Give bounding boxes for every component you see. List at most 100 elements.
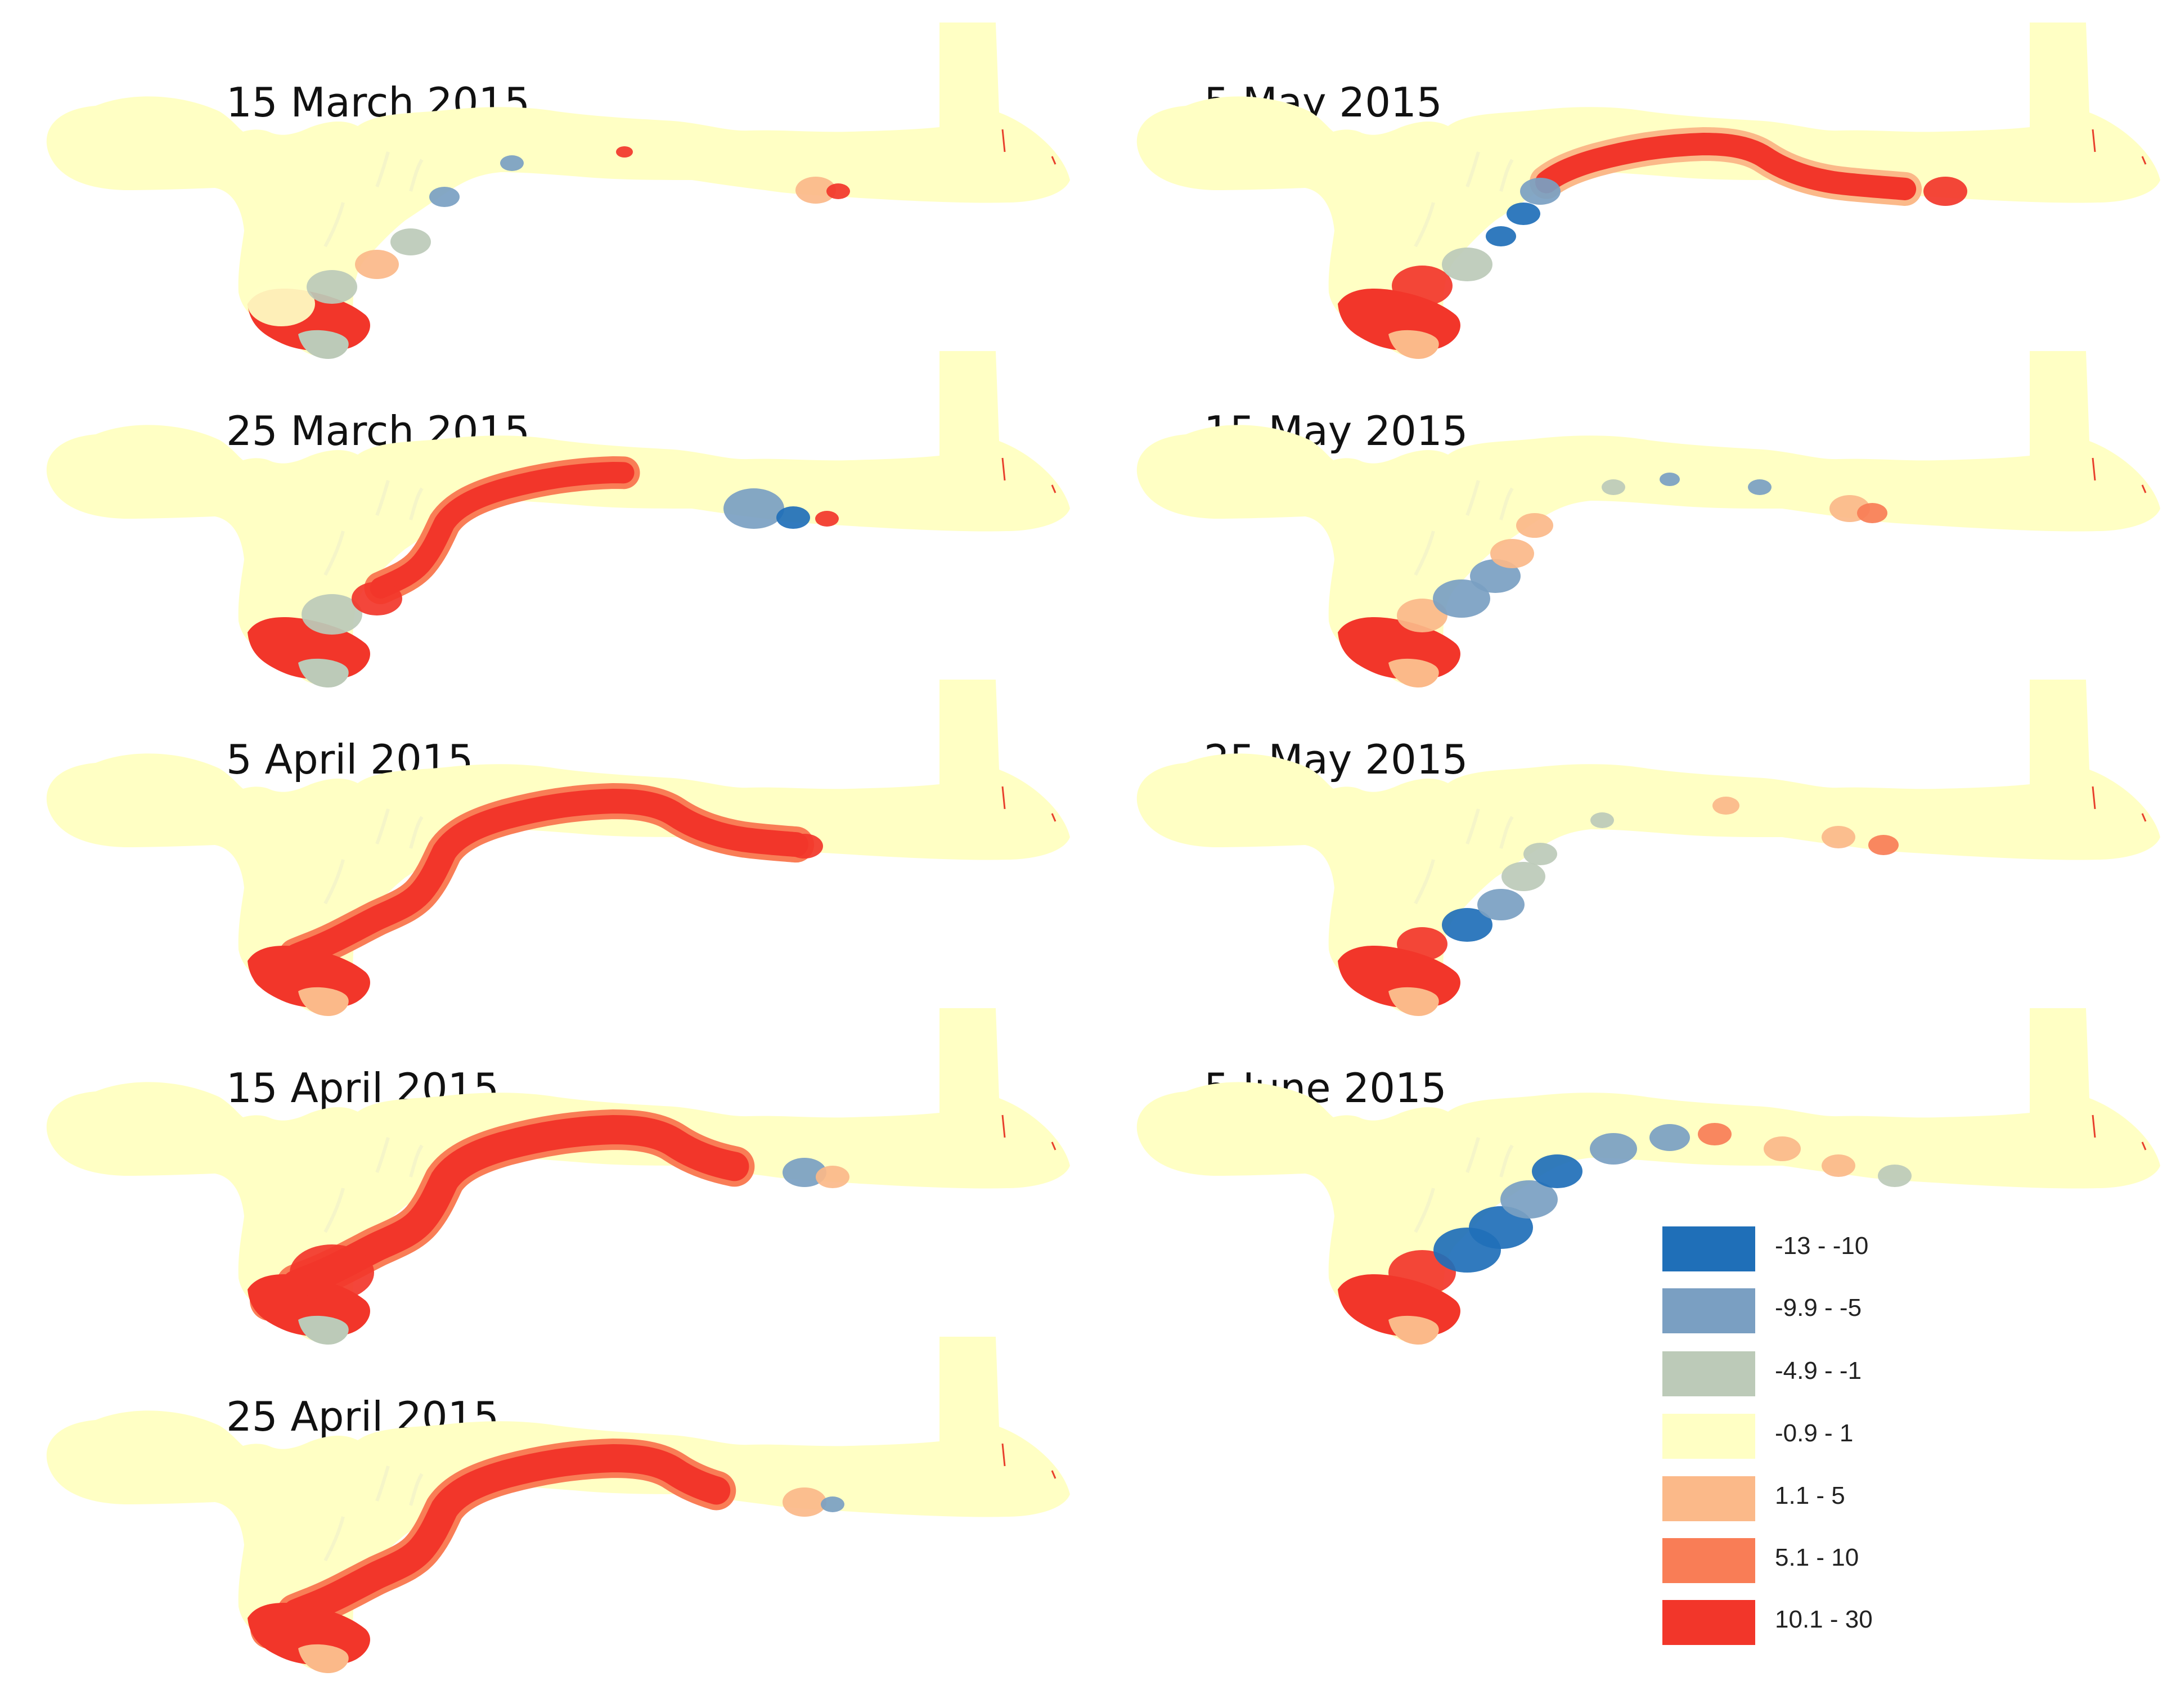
estuary-map <box>46 1337 1071 1673</box>
anomaly-patch <box>1486 226 1516 246</box>
river-branch <box>1414 480 1514 576</box>
anomaly-patch <box>1590 1133 1637 1165</box>
anomaly-patch <box>1469 1206 1533 1249</box>
anomaly-patch <box>1923 177 1967 206</box>
south-lobe-anomaly <box>298 658 349 687</box>
legend-label: -13 - -10 <box>1775 1232 1869 1260</box>
map-panel-5: 25 April 2015 <box>17 1325 1086 1673</box>
anomaly-patch <box>815 511 839 527</box>
coast-marker <box>2092 129 2147 165</box>
channel-anomaly-core <box>256 1444 841 1643</box>
anomaly-patch <box>355 250 399 279</box>
map-panel-9: 5 June 2015 <box>1107 997 2176 1345</box>
anomaly-patch <box>500 155 524 171</box>
estuary-outline <box>1136 680 2160 1014</box>
anomaly-patch <box>1748 479 1772 495</box>
coast-marker <box>2092 457 2147 493</box>
legend-label: 10.1 - 30 <box>1775 1606 1873 1633</box>
estuary-outline <box>1136 351 2160 685</box>
anomaly-patch <box>1477 889 1525 920</box>
estuary-outline <box>1136 1008 2160 1342</box>
coast-marker <box>1001 129 1056 165</box>
river-branch <box>323 151 424 248</box>
river-branch <box>323 1466 424 1562</box>
anomaly-patch <box>1712 797 1739 815</box>
anomaly-patch <box>302 594 362 635</box>
river-branch <box>1414 151 1514 248</box>
anomaly-patch <box>1442 908 1492 942</box>
estuary-map <box>46 351 1071 687</box>
legend-swatch <box>1662 1226 1755 1271</box>
anomaly-patch <box>1764 1136 1801 1161</box>
coast-marker <box>1001 457 1056 493</box>
coast-marker <box>2092 786 2147 822</box>
south-lobe-anomaly <box>1388 987 1439 1016</box>
anomaly-patch <box>616 146 633 158</box>
legend-label: -4.9 - -1 <box>1775 1357 1862 1385</box>
anomaly-patch <box>826 183 850 199</box>
anomaly-patch <box>1532 1154 1582 1188</box>
map-panel-2: 25 March 2015 <box>17 340 1086 687</box>
legend-swatch <box>1662 1351 1755 1396</box>
channel-anomaly-core <box>259 461 838 654</box>
river-branch <box>1414 808 1514 905</box>
anomaly-patch <box>390 228 431 255</box>
river-branch <box>323 1137 424 1233</box>
river-branch <box>323 480 424 576</box>
south-lobe-anomaly <box>1388 1315 1439 1345</box>
coast-marker <box>1001 1114 1056 1150</box>
coast-marker <box>2092 1114 2147 1150</box>
estuary-outline <box>46 1337 1071 1671</box>
anomaly-patch <box>786 834 823 859</box>
anomaly-patch <box>248 281 315 326</box>
river-branch <box>1414 1137 1514 1233</box>
anomaly-patch <box>1501 862 1545 891</box>
anomaly-patch <box>1868 835 1899 855</box>
coast-marker <box>1001 1443 1056 1479</box>
south-lobe-anomaly <box>298 1315 349 1345</box>
river-branch <box>323 808 424 905</box>
anomaly-patch <box>429 187 460 207</box>
legend-label: 5.1 - 10 <box>1775 1544 1859 1571</box>
anomaly-patch <box>1516 513 1553 538</box>
legend-swatch <box>1662 1476 1755 1521</box>
anomaly-patch <box>723 488 784 529</box>
estuary-outline <box>46 680 1071 1014</box>
estuary-map <box>1136 351 2160 687</box>
anomaly-patch <box>1602 479 1625 495</box>
anomaly-patch <box>1857 503 1887 523</box>
estuary-outline <box>46 23 1071 357</box>
estuary-map <box>1136 680 2160 1016</box>
legend-swatch <box>1662 1538 1755 1583</box>
anomaly-patch <box>307 270 357 304</box>
anomaly-patch <box>1433 579 1490 618</box>
anomaly-patch <box>1490 539 1534 568</box>
anomaly-patch <box>776 506 810 529</box>
legend-label: 1.1 - 5 <box>1775 1482 1845 1509</box>
channel-anomaly-core <box>258 788 839 985</box>
estuary-map <box>1136 1008 2160 1345</box>
south-lobe-anomaly <box>298 987 349 1016</box>
estuary-outline <box>1136 23 2160 357</box>
legend-swatch <box>1662 1600 1755 1645</box>
anomaly-patch <box>821 1496 844 1512</box>
south-lobe-anomaly <box>1388 658 1439 687</box>
south-lobe-anomaly <box>1388 330 1439 359</box>
anomaly-patch <box>1442 248 1492 281</box>
legend-label: -9.9 - -5 <box>1775 1294 1862 1322</box>
anomaly-patch <box>1660 473 1680 486</box>
anomaly-patch <box>1822 1154 1855 1177</box>
south-lobe-anomaly <box>298 1644 349 1673</box>
anomaly-patch <box>816 1166 849 1188</box>
map-panel-6: 5 May 2015 <box>1107 11 2176 359</box>
anomaly-patch <box>290 1244 374 1301</box>
anomaly-patch <box>1520 178 1561 205</box>
map-panel-1: 15 March 2015 <box>17 11 1086 359</box>
anomaly-patch <box>783 1158 826 1187</box>
anomaly-patch <box>1500 1180 1558 1219</box>
anomaly-patch <box>1590 812 1614 828</box>
anomaly-patch <box>1878 1165 1912 1187</box>
legend-swatch <box>1662 1288 1755 1333</box>
south-lobe-anomaly <box>298 330 349 359</box>
estuary-map <box>46 1008 1071 1345</box>
